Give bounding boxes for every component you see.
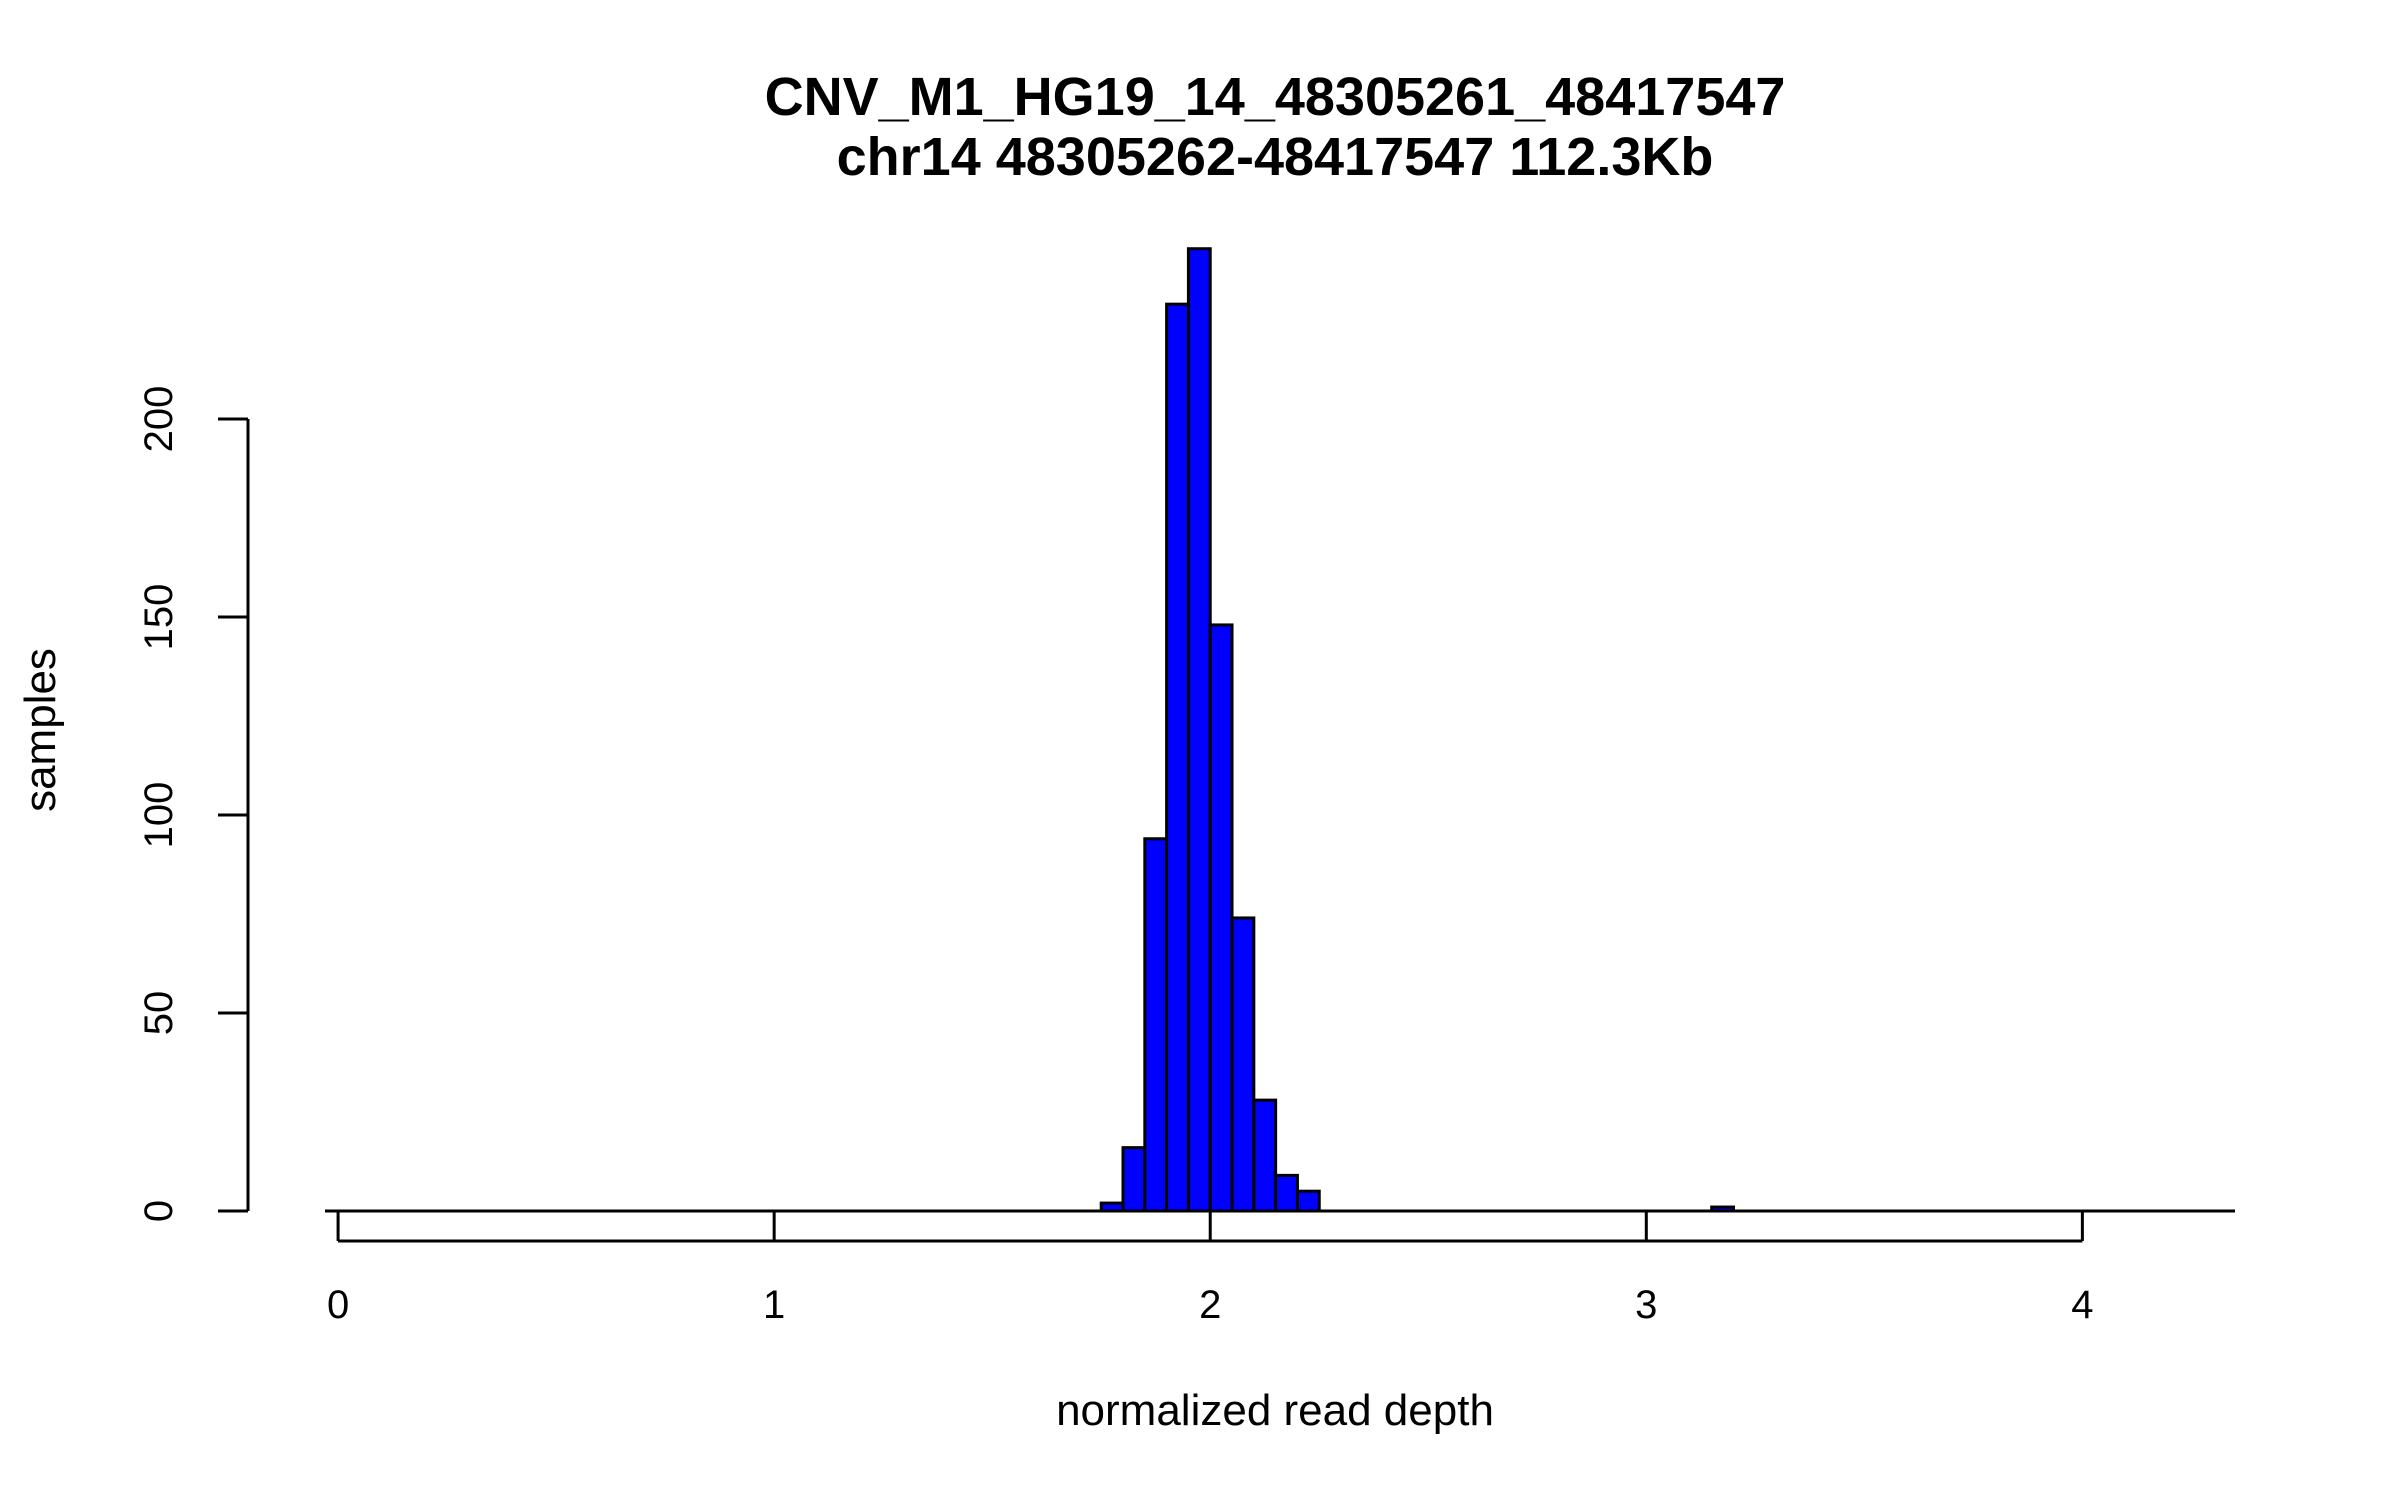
chart-subtitle: chr14 48305262-48417547 112.3Kb — [837, 127, 1714, 187]
histogram-bar — [1252, 1098, 1278, 1213]
y-tick-label: 0 — [137, 1200, 181, 1222]
x-axis: 0 1 2 3 4 — [327, 1211, 2093, 1327]
y-axis: 0 50 100 150 200 — [137, 386, 250, 1222]
histogram-bar — [1230, 916, 1256, 1213]
histogram-bar — [1143, 837, 1169, 1213]
histogram-bar — [1165, 302, 1190, 1213]
y-tick-label: 150 — [137, 584, 181, 651]
histogram-bar — [1295, 1189, 1321, 1213]
histogram-bar — [1186, 247, 1212, 1213]
y-tick-label: 200 — [137, 386, 181, 453]
histogram-bars — [1099, 247, 1736, 1213]
x-tick-label: 4 — [2071, 1283, 2093, 1327]
x-tick-label: 1 — [763, 1283, 785, 1327]
y-tick-label: 100 — [137, 782, 181, 849]
y-axis-label: samples — [16, 648, 65, 812]
y-tick-label: 50 — [137, 991, 181, 1036]
histogram-bar — [1274, 1173, 1299, 1213]
x-axis-label: normalized read depth — [1056, 1386, 1494, 1435]
x-tick-label: 3 — [1635, 1283, 1657, 1327]
histogram-bar — [1208, 623, 1234, 1213]
histogram-bar — [1121, 1146, 1147, 1213]
x-tick-label: 0 — [327, 1283, 349, 1327]
chart-title: CNV_M1_HG19_14_48305261_48417547 — [765, 67, 1786, 127]
x-tick-label: 2 — [1199, 1283, 1221, 1327]
